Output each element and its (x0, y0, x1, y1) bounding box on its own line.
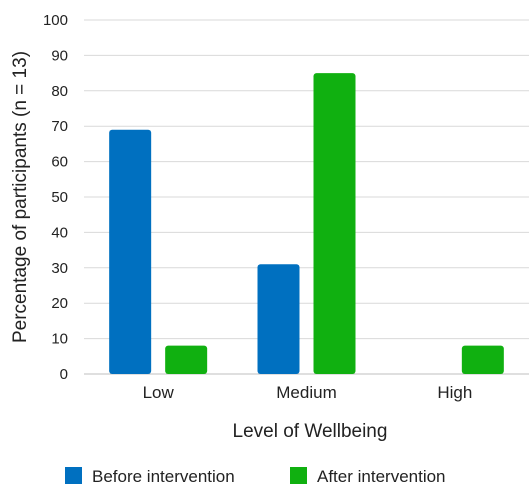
legend-label-after: After intervention (317, 467, 446, 486)
x-axis-ticks: Low Medium High (143, 383, 473, 402)
bars (109, 73, 504, 374)
bar-low-after (165, 345, 208, 374)
y-tick-label-50: 50 (51, 189, 68, 206)
legend: Before intervention After intervention (65, 467, 446, 486)
y-tick-label-100: 100 (43, 12, 68, 29)
y-axis-title: Percentage of participants (n = 13) (10, 51, 31, 343)
y-tick-label-90: 90 (51, 47, 68, 64)
x-tick-label-low: Low (143, 383, 175, 402)
y-tick-label-10: 10 (51, 331, 68, 348)
bar-low-before (109, 129, 152, 374)
bar-medium-before (257, 264, 300, 374)
y-tick-label-40: 40 (51, 224, 68, 241)
y-tick-label-30: 30 (51, 260, 68, 277)
bar-medium-after (313, 73, 356, 374)
x-axis-title: Level of Wellbeing (233, 421, 388, 442)
y-tick-label-0: 0 (60, 366, 68, 383)
gridlines (84, 19, 529, 375)
y-tick-label-70: 70 (51, 118, 68, 135)
y-axis-ticks: 0 10 20 30 40 50 60 70 80 90 100 (43, 12, 68, 383)
x-tick-label-high: High (437, 383, 472, 402)
bar-high-after (461, 345, 504, 374)
legend-swatch-after (290, 467, 307, 484)
y-tick-label-60: 60 (51, 154, 68, 171)
y-tick-label-20: 20 (51, 295, 68, 312)
legend-swatch-before (65, 467, 82, 484)
y-tick-label-80: 80 (51, 83, 68, 100)
legend-label-before: Before intervention (92, 467, 235, 486)
x-tick-label-medium: Medium (276, 383, 336, 402)
